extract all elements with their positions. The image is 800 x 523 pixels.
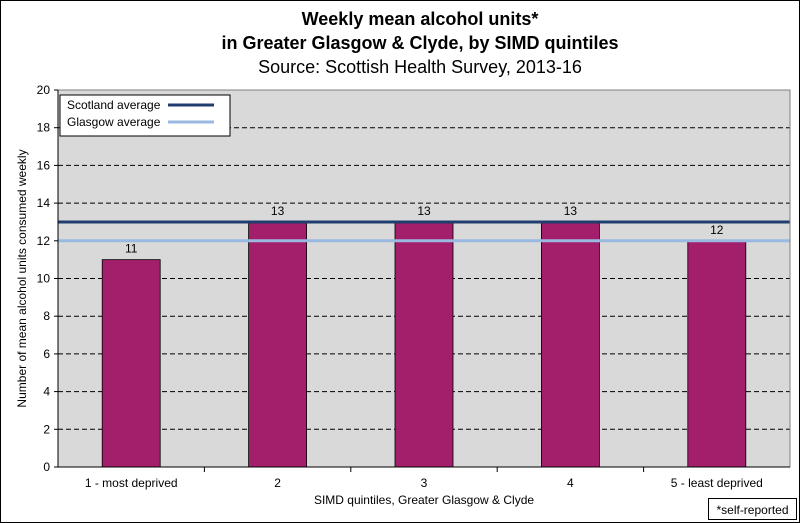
x-axis-title: SIMD quintiles, Greater Glasgow & Clyde xyxy=(314,493,534,507)
y-tick-label: 12 xyxy=(37,234,51,248)
bar xyxy=(687,240,747,468)
data-label: 12 xyxy=(710,223,724,237)
x-tick-label: 2 xyxy=(274,476,281,490)
data-label: 13 xyxy=(271,204,285,218)
bar xyxy=(101,259,161,468)
y-tick-label: 10 xyxy=(37,272,51,286)
chart-title-line-1: Weekly mean alcohol units* xyxy=(302,9,539,29)
x-tick-label: 1 - most deprived xyxy=(85,476,178,490)
bar xyxy=(248,221,308,468)
legend-label-glasgow: Glasgow average xyxy=(67,115,161,129)
y-tick-label: 14 xyxy=(37,196,51,210)
y-tick-label: 20 xyxy=(37,83,51,97)
y-axis-title: Number of mean alcohol units consumed we… xyxy=(15,149,29,407)
bar-series xyxy=(101,221,747,468)
y-tick-label: 6 xyxy=(43,347,50,361)
chart-subtitle: Source: Scottish Health Survey, 2013-16 xyxy=(258,57,582,77)
data-label: 13 xyxy=(564,204,578,218)
legend-label-scotland: Scotland average xyxy=(67,98,161,112)
legend: Scotland average Glasgow average xyxy=(59,94,231,137)
y-axis-ticks: 0 2 4 6 8 10 12 14 16 18 20 xyxy=(37,83,58,474)
y-tick-label: 4 xyxy=(43,385,50,399)
footnote: *self-reported xyxy=(708,498,797,520)
y-tick-label: 8 xyxy=(43,309,50,323)
data-label: 11 xyxy=(125,242,138,256)
chart-titles: Weekly mean alcohol units* in Greater Gl… xyxy=(221,9,618,77)
data-labels: 11 13 13 13 12 xyxy=(125,204,724,256)
chart-title-line-2: in Greater Glasgow & Clyde, by SIMD quin… xyxy=(221,33,618,53)
y-tick-label: 2 xyxy=(43,422,50,436)
legend-box xyxy=(59,94,231,137)
data-label: 13 xyxy=(417,204,431,218)
x-tick-label: 4 xyxy=(567,476,574,490)
x-axis-ticks: 1 - most deprived 2 3 4 5 - least deprived xyxy=(85,467,763,490)
y-tick-label: 0 xyxy=(43,460,50,474)
reference-lines xyxy=(58,220,790,243)
y-tick-label: 16 xyxy=(37,158,51,172)
bar xyxy=(541,221,600,468)
x-tick-label: 5 - least deprived xyxy=(671,476,763,490)
bar xyxy=(394,221,454,468)
y-tick-label: 18 xyxy=(37,121,51,135)
x-tick-label: 3 xyxy=(421,476,428,490)
